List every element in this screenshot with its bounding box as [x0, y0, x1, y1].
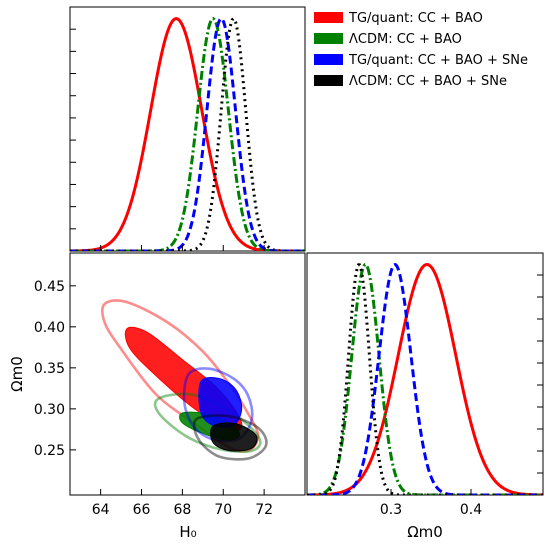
- contour-ytick-label: 0.35: [34, 361, 65, 377]
- marginal-curve-red: [70, 17, 305, 251]
- marginal-curve-blue: [70, 17, 305, 251]
- marginal-curve-black: [70, 16, 305, 251]
- omega-xtick-label: 0.4: [460, 502, 482, 518]
- contour-ytick-label: 0.30: [34, 402, 65, 418]
- legend-swatch-red: [314, 12, 343, 23]
- legend-entry: ΛCDM: CC + BAO + SNe: [314, 74, 507, 89]
- contour-ticks: 64 66 68 70 72 0.25 0.30 0.35 0.40 0.45: [34, 279, 273, 518]
- contour-xtick-label: 64: [92, 502, 110, 518]
- contour-xtick-label: 68: [173, 502, 191, 518]
- omega-marginal-curves: [307, 262, 543, 495]
- omega-marginal-panel: 0.3 0.4 Ωm0: [306, 252, 544, 541]
- marginal-curve-blue: [307, 262, 543, 495]
- omega-marginal-ticks: 0.3 0.4: [380, 274, 543, 518]
- contour-inner-blue: [198, 377, 243, 428]
- contour-ylabel: Ωm0: [8, 356, 26, 392]
- contour-ytick-label: 0.40: [34, 320, 65, 336]
- contour-xtick-label: 70: [214, 502, 232, 518]
- contour-xlabel: H₀: [179, 523, 196, 541]
- marginal-curve-red: [307, 263, 543, 495]
- legend: TG/quant: CC + BAO ΛCDM: CC + BAO TG/qua…: [314, 11, 528, 89]
- marginal-curve-green: [70, 16, 305, 251]
- legend-label: TG/quant: CC + BAO + SNe: [348, 53, 528, 68]
- legend-entry: TG/quant: CC + BAO: [314, 11, 483, 26]
- legend-swatch-green: [314, 33, 343, 44]
- h0-marginal-curves: [70, 16, 305, 251]
- contour-outer-black: [192, 414, 268, 461]
- legend-swatch-black: [314, 75, 343, 86]
- legend-swatch-blue: [314, 54, 343, 65]
- h0-marginal-ticks: [70, 28, 265, 251]
- omega-xlabel: Ωm0: [407, 523, 443, 541]
- contour-ytick-label: 0.45: [34, 279, 65, 295]
- h0-marginal-frame: [69, 6, 306, 252]
- contour-xtick-label: 66: [133, 502, 151, 518]
- contour-panel: 64 66 68 70 72 0.25 0.30 0.35 0.40 0.45 H₀ Ωm0: [8, 252, 306, 541]
- legend-label: ΛCDM: CC + BAO + SNe: [349, 74, 507, 89]
- h0-marginal-panel: [69, 6, 306, 252]
- contour-frame: [69, 252, 306, 496]
- contour-xtick-label: 72: [255, 502, 273, 518]
- contour-inner-black: [210, 422, 258, 452]
- omega-xtick-label: 0.3: [380, 502, 402, 518]
- legend-entry: TG/quant: CC + BAO + SNe: [314, 53, 528, 68]
- legend-label: ΛCDM: CC + BAO: [349, 32, 462, 47]
- legend-entry: ΛCDM: CC + BAO: [314, 32, 462, 47]
- legend-label: TG/quant: CC + BAO: [348, 11, 483, 26]
- contour-ytick-label: 0.25: [34, 443, 65, 459]
- marginal-curve-green: [307, 263, 543, 495]
- contour-regions: [101, 299, 268, 461]
